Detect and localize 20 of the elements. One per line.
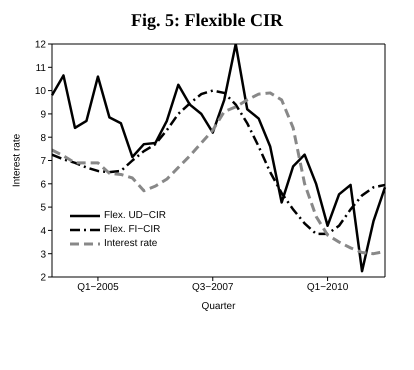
y-tick-label: 4 (40, 226, 46, 237)
x-tick-label: Q1−2010 (306, 282, 349, 294)
y-tick-label: 9 (40, 109, 46, 120)
y-tick-label: 11 (36, 62, 46, 74)
y-tick-label: 3 (40, 249, 46, 260)
y-tick-label: 8 (40, 132, 46, 144)
y-tick-label: 6 (40, 179, 46, 190)
chart-title: Fig. 5: Flexible CIR (130, 10, 284, 31)
y-tick-label: 12 (34, 40, 46, 51)
x-tick-label: Q1−2005 (77, 282, 120, 294)
legend-label: Flex. UD−CIR (104, 209, 166, 223)
y-tick-label: 10 (34, 86, 46, 98)
legend-label: Interest rate (104, 237, 158, 251)
x-axis-title: Quarter (202, 301, 236, 312)
y-tick-label: 7 (40, 156, 46, 168)
y-tick-label: 5 (40, 202, 46, 214)
legend-label: Flex. FI−CIR (104, 223, 160, 237)
y-tick-label: 2 (40, 272, 46, 284)
x-tick-label: Q3−2007 (192, 282, 234, 294)
y-axis-title: Interest rate (12, 133, 23, 188)
